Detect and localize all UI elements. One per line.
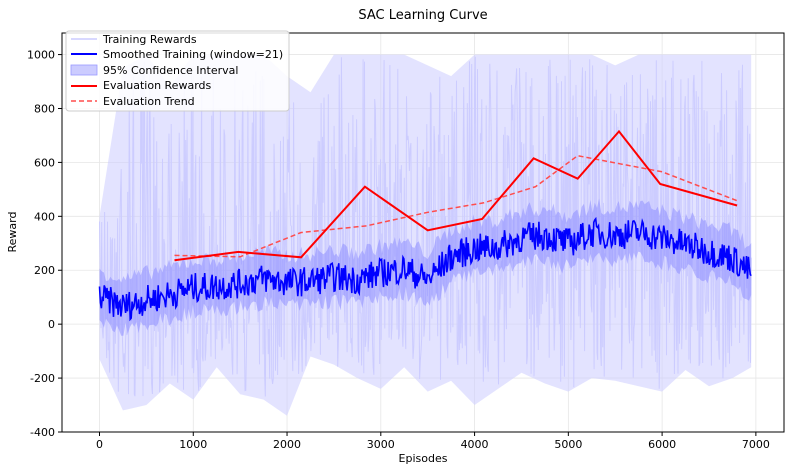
x-tick-label: 6000: [648, 438, 676, 451]
x-tick-label: 2000: [273, 438, 301, 451]
x-axis-label: Episodes: [399, 452, 448, 465]
y-tick-label: 600: [34, 156, 55, 169]
plot-frame: [61, 32, 785, 433]
legend-label-evaluation-rewards: Evaluation Rewards: [103, 79, 212, 92]
smoothed-training-series: [98, 216, 752, 322]
y-tick-label: -400: [30, 426, 55, 439]
legend-box: [65, 30, 290, 112]
y-tick-label: 400: [34, 210, 55, 223]
evaluation-rewards-series: [174, 129, 738, 262]
y-tick-label: 800: [34, 102, 55, 115]
y-axis-label: Reward: [6, 212, 19, 253]
y-tick-label: 200: [34, 264, 55, 277]
x-tick-label: 5000: [554, 438, 582, 451]
y-tick-label: 1000: [27, 49, 55, 62]
evaluation-trend-series: [174, 154, 738, 258]
y-axis-ticks: -400 -200 0 200 400 600 800 1000: [27, 49, 62, 439]
x-tick-label: 3000: [367, 438, 395, 451]
legend-label-evaluation-trend: Evaluation Trend: [103, 95, 195, 108]
confidence-interval-band: [99, 54, 752, 416]
legend-handle-confidence-interval: [70, 64, 98, 76]
legend-label-confidence-interval: 95% Confidence Interval: [103, 64, 238, 77]
chart-title: SAC Learning Curve: [358, 8, 487, 23]
smoothed-training-line: [98, 216, 752, 322]
x-tick-label: 1000: [179, 438, 207, 451]
legend-label-training-rewards: Training Rewards: [102, 33, 197, 46]
evaluation-trend-line: [174, 154, 738, 258]
x-axis-ticks: 0 1000 2000 3000 4000 5000 6000 7000: [96, 432, 770, 451]
y-tick-label: -200: [30, 372, 55, 385]
x-tick-label: 7000: [742, 438, 770, 451]
y-tick-label: 0: [48, 318, 55, 331]
x-tick-label: 0: [96, 438, 103, 451]
x-tick-label: 4000: [461, 438, 489, 451]
legend: Training Rewards Smoothed Training (wind…: [65, 30, 290, 112]
legend-label-smoothed-training: Smoothed Training (window=21): [103, 48, 283, 61]
